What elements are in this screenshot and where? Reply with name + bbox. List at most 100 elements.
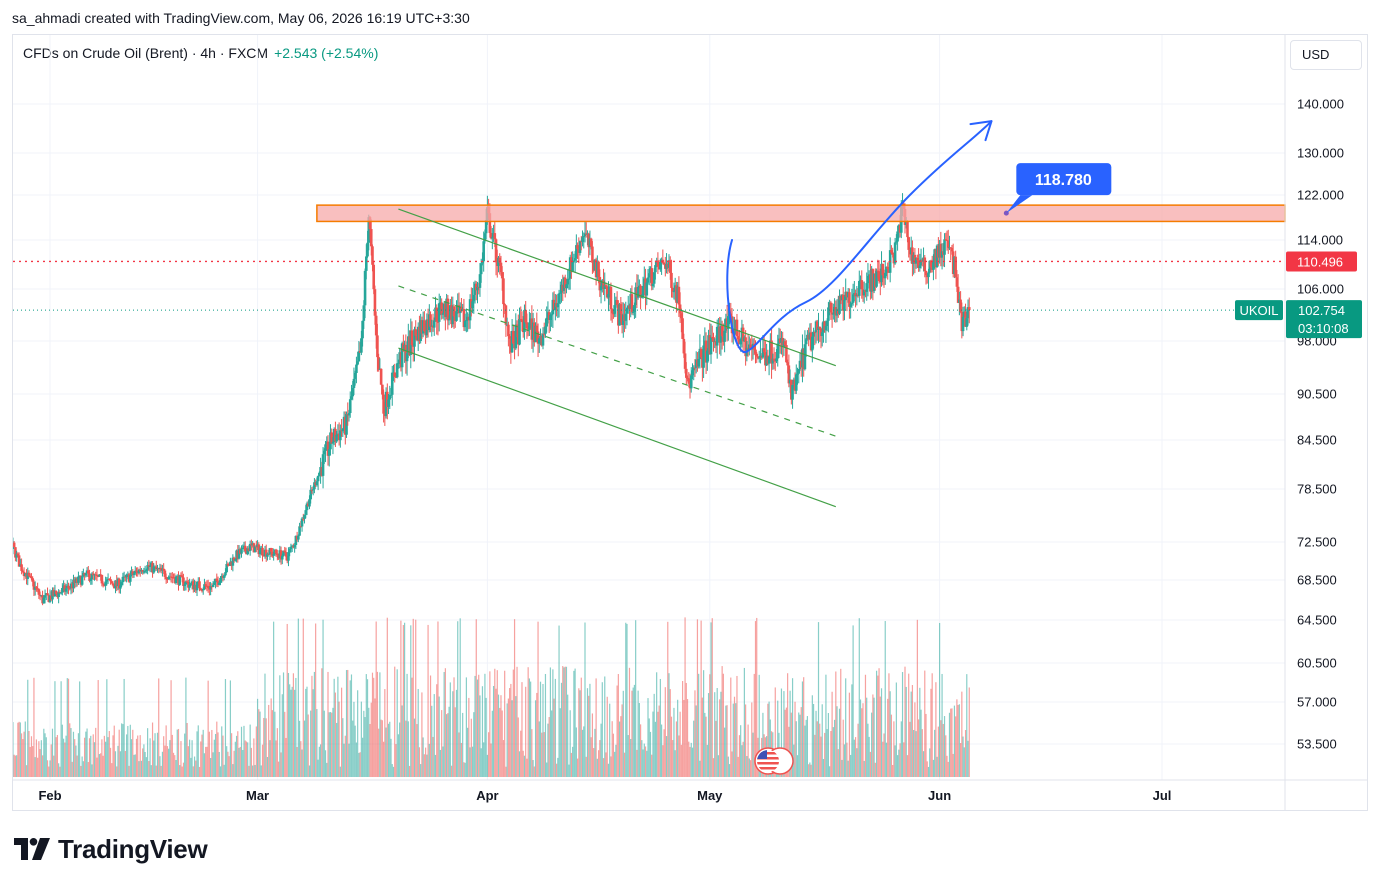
- volume-bar: [883, 733, 885, 777]
- candle-body: [0, 563, 1, 564]
- candle-body: [656, 260, 660, 267]
- candle-body: [761, 348, 765, 358]
- candle-body: [639, 285, 642, 298]
- volume-bar: [200, 741, 202, 777]
- candle-body: [961, 316, 965, 332]
- volume-bar: [365, 674, 367, 777]
- candle-body: [542, 333, 546, 335]
- volume-bar: [321, 668, 323, 777]
- candle-body: [183, 584, 186, 586]
- volume-bar: [674, 750, 676, 777]
- candle-body: [303, 514, 306, 519]
- candle-body: [68, 588, 72, 590]
- volume-bar: [548, 717, 550, 777]
- candle-body: [518, 319, 521, 345]
- candle-body: [610, 309, 614, 314]
- currency-button[interactable]: USD: [1290, 40, 1362, 70]
- candle-body: [109, 579, 112, 582]
- candle-body: [357, 351, 361, 362]
- tradingview-logo[interactable]: TradingView: [14, 833, 208, 865]
- volume-bar: [740, 725, 742, 777]
- volume-bar: [74, 739, 76, 777]
- volume-bar: [544, 673, 547, 777]
- volume-bar: [581, 729, 584, 777]
- volume-bar: [589, 683, 591, 777]
- volume-bar: [951, 708, 953, 777]
- y-tick-label: 90.500: [1297, 387, 1337, 402]
- volume-bar: [229, 680, 231, 777]
- candle: [345, 411, 348, 438]
- candle-body: [677, 286, 681, 305]
- volume-bar: [942, 723, 944, 777]
- volume-bar: [643, 743, 645, 777]
- volume-bar: [584, 622, 586, 777]
- candle: [61, 583, 64, 596]
- volume-bar: [147, 728, 149, 777]
- volume-bar: [88, 738, 91, 777]
- candle-body: [289, 546, 293, 549]
- candle-body: [147, 565, 151, 567]
- candle: [298, 522, 301, 536]
- candle-body: [515, 324, 519, 326]
- volume-bar: [396, 669, 398, 777]
- volume-bar: [135, 738, 138, 777]
- volume-bar: [217, 732, 219, 777]
- candle: [240, 545, 243, 558]
- volume-bar: [719, 699, 721, 777]
- volume-bar: [270, 698, 272, 777]
- candle-body: [583, 233, 587, 237]
- candle-body: [860, 280, 864, 290]
- volume-bar: [182, 762, 185, 777]
- us-flag-icon[interactable]: [754, 747, 794, 775]
- candle: [348, 391, 352, 418]
- candle: [204, 581, 207, 590]
- volume-bar: [531, 729, 533, 777]
- symbol-legend[interactable]: CFDs on Crude Oil (Brent) · 4h · FXCM +2.…: [23, 45, 378, 61]
- candle-body: [240, 549, 243, 554]
- volume-bar: [609, 703, 611, 777]
- volume-bar: [91, 764, 93, 777]
- candle: [843, 296, 846, 321]
- volume-bar: [427, 624, 429, 777]
- candle: [303, 514, 306, 524]
- volume-bar: [615, 744, 617, 777]
- candle-body: [906, 221, 909, 238]
- symbol-tag: [1235, 300, 1283, 321]
- volume-bar: [273, 621, 275, 777]
- candle: [929, 259, 933, 273]
- candle-body: [823, 321, 826, 331]
- volume-bar: [276, 728, 278, 777]
- volume-bar: [733, 696, 736, 777]
- volume-bar: [174, 755, 176, 777]
- volume-bar: [528, 678, 530, 777]
- candle: [437, 293, 441, 332]
- volume-bar: [412, 618, 414, 777]
- volume-bar: [543, 732, 545, 777]
- candle-body: [741, 327, 745, 342]
- volume-bar: [107, 737, 109, 777]
- volume-bar: [910, 691, 912, 777]
- candle-body: [706, 350, 709, 363]
- volume-bar: [56, 734, 59, 777]
- volume-bar: [736, 675, 738, 777]
- candle: [512, 324, 515, 344]
- candle: [545, 306, 548, 333]
- candle: [803, 330, 807, 371]
- volume-bar: [887, 698, 889, 777]
- volume-bar: [181, 766, 183, 777]
- candle-body: [754, 349, 757, 354]
- candle: [257, 542, 261, 557]
- volume-bar: [201, 734, 203, 777]
- candle-body: [472, 294, 476, 302]
- volume-bar: [934, 729, 936, 777]
- volume-bar: [389, 721, 391, 777]
- volume-bar: [712, 758, 715, 777]
- volume-bar: [62, 738, 65, 777]
- candle-body: [182, 577, 185, 586]
- volume-bar: [617, 674, 619, 777]
- volume-bar: [448, 706, 450, 777]
- candle-body: [437, 303, 441, 322]
- candle-body: [209, 586, 212, 590]
- candle-body: [9, 545, 12, 557]
